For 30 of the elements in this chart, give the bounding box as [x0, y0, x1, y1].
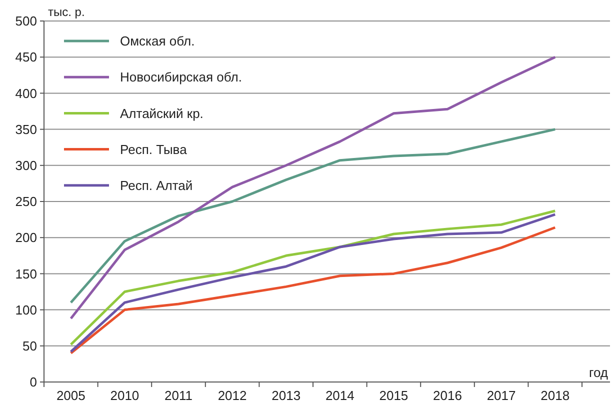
y-tick-label: 350 [15, 122, 37, 137]
legend-label: Омская обл. [120, 34, 195, 49]
y-tick-label: 300 [15, 158, 37, 173]
x-tick-label: 2017 [486, 388, 516, 403]
y-tick-label: 0 [30, 374, 37, 390]
y-tick-label: 200 [15, 230, 37, 246]
x-tick-label: 2014 [325, 388, 354, 403]
y-axis-title: тыс. р. [48, 5, 85, 19]
x-tick-label: 2012 [218, 388, 247, 403]
legend-label: Респ. Алтай [120, 178, 193, 193]
x-tick-label: 2016 [433, 388, 462, 403]
y-tick-label: 450 [15, 50, 37, 65]
x-tick-label: 2010 [110, 388, 140, 403]
x-tick-label: 2015 [379, 388, 408, 403]
y-tick-label: 50 [22, 338, 37, 354]
y-tick-label: 100 [15, 302, 37, 318]
legend-label: Новосибирская обл. [120, 70, 242, 85]
x-tick-label: 2018 [540, 388, 570, 403]
y-tick-label: 150 [15, 266, 37, 282]
x-tick-label: 2005 [56, 388, 86, 403]
x-tick-label: 2013 [272, 388, 301, 403]
y-tick-label: 250 [15, 194, 37, 210]
legend-label: Алтайский кр. [120, 106, 204, 121]
y-tick-label: 500 [15, 14, 37, 29]
y-tick-label: 400 [15, 86, 37, 101]
x-axis-title: год [589, 365, 608, 380]
x-tick-label: 2011 [164, 388, 192, 403]
line-series [70, 56, 556, 320]
legend-label: Респ. Тыва [120, 142, 188, 157]
line-series [70, 128, 556, 304]
